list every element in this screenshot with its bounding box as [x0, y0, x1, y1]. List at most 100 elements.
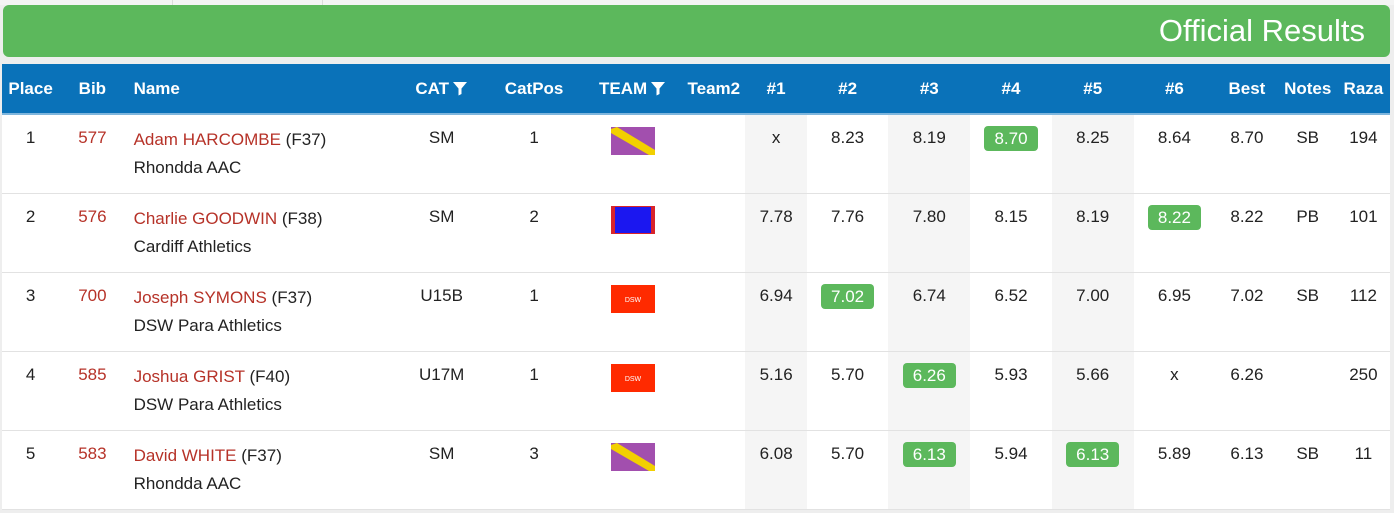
attempt-6-cell: 5.89: [1157, 443, 1191, 463]
club-name: Rhondda AAC: [133, 158, 242, 177]
filter-icon[interactable]: [452, 80, 468, 96]
athlete-class: (F37): [285, 130, 327, 149]
header-team2[interactable]: Team2: [682, 64, 746, 115]
attempt-2-cell: 5.70: [831, 443, 865, 463]
attempt-3-cell: 7.80: [888, 193, 971, 272]
attempt-6-cell: 8.64: [1157, 128, 1191, 147]
bib-cell: 577: [78, 128, 107, 147]
attempt-6-cell: 8.22: [1134, 193, 1216, 272]
header-attempt-1[interactable]: #1: [745, 64, 807, 115]
attempt-2-cell: 5.70: [831, 364, 865, 384]
raza-cell: 194: [1349, 128, 1378, 147]
team2-cell: [682, 114, 745, 193]
bib-cell: 583: [78, 443, 107, 463]
attempt-3-cell: 8.19: [888, 114, 971, 193]
name-cell: Joshua GRIST (F40) DSW Para Athletics: [126, 351, 399, 430]
club-name: DSW Para Athletics: [133, 315, 282, 335]
header-catpos[interactable]: CatPos: [485, 64, 584, 115]
attempt-4-cell: 5.93: [994, 364, 1028, 384]
best-attempt-badge: 8.22: [1147, 204, 1201, 230]
athlete-link[interactable]: Joshua GRIST: [133, 366, 245, 386]
attempt-5-cell: 6.13: [1051, 430, 1134, 509]
team-cell: DSW: [583, 351, 682, 430]
attempt-4-cell: 8.15: [994, 206, 1028, 226]
club-name: DSW Para Athletics: [133, 394, 282, 414]
header-team-label: TEAM: [599, 78, 648, 98]
attempt-3-cell: 6.13: [888, 430, 971, 509]
team2-cell: [682, 193, 745, 272]
team-cell: DSW: [583, 272, 682, 351]
team2-cell: [682, 351, 745, 430]
catpos-cell: 1: [529, 128, 539, 147]
results-banner: Official Results: [3, 5, 1390, 57]
bib-cell: 700: [78, 285, 107, 305]
header-attempt-2[interactable]: #2: [806, 64, 889, 115]
place-cell: 3: [25, 285, 36, 305]
cardiff-flag-icon: [610, 205, 655, 234]
header-attempt-5[interactable]: #5: [1051, 64, 1134, 115]
athlete-link[interactable]: Joseph SYMONS: [133, 287, 267, 307]
best-attempt-badge: 7.02: [821, 283, 875, 309]
raza-cell: 11: [1354, 443, 1373, 463]
notes-cell: PB: [1296, 206, 1320, 226]
rhondda-flag-icon: [610, 127, 655, 155]
header-raza[interactable]: Raza: [1336, 64, 1390, 115]
notes-cell: SB: [1296, 443, 1320, 463]
attempt-1-cell: 6.94: [745, 272, 807, 351]
cat-cell: U17M: [418, 364, 465, 384]
table-row: 3 700 Joseph SYMONS (F37) DSW Para Athle…: [2, 272, 1390, 351]
athlete-class: (F37): [241, 445, 282, 465]
best-cell: 8.22: [1230, 206, 1264, 226]
header-name[interactable]: Name: [125, 64, 399, 115]
table-row: 2 576 Charlie GOODWIN (F38) Cardiff Athl…: [2, 193, 1390, 272]
header-attempt-4[interactable]: #4: [970, 64, 1052, 115]
header-best[interactable]: Best: [1215, 64, 1279, 115]
header-place[interactable]: Place: [2, 64, 60, 115]
best-cell: 7.02: [1230, 285, 1264, 305]
header-notes[interactable]: Notes: [1278, 64, 1337, 115]
header-bib[interactable]: Bib: [59, 64, 126, 115]
athlete-link[interactable]: Adam HARCOMBE: [133, 130, 281, 149]
raza-cell: 101: [1349, 206, 1378, 226]
dsw-flag-text: DSW: [624, 297, 641, 304]
header-team[interactable]: TEAM: [583, 64, 683, 115]
attempt-4-cell: 6.52: [994, 285, 1028, 305]
cat-cell: U15B: [420, 285, 463, 305]
tab-middle[interactable]: [172, 0, 323, 5]
best-attempt-badge: 8.70: [984, 126, 1038, 151]
attempt-2-cell: 8.23: [831, 128, 865, 147]
team-cell: [583, 114, 682, 193]
notes-cell: SB: [1296, 285, 1320, 305]
name-cell: David WHITE (F37) Rhondda AAC: [126, 430, 399, 509]
athlete-link[interactable]: Charlie GOODWIN: [133, 208, 278, 228]
place-cell: 2: [25, 206, 36, 226]
table-row: 5 583 David WHITE (F37) Rhondda AAC SM 3…: [2, 430, 1390, 509]
attempt-5-cell: 8.19: [1051, 193, 1134, 272]
best-attempt-badge: 6.26: [902, 362, 956, 388]
catpos-cell: 1: [529, 285, 539, 305]
attempt-1-cell: x: [745, 114, 807, 193]
athlete-class: (F38): [281, 208, 323, 228]
cat-cell: SM: [428, 206, 455, 226]
attempt-1-cell: 6.08: [745, 430, 807, 509]
tab-left[interactable]: [0, 0, 173, 5]
attempt-5-cell: 5.66: [1051, 351, 1134, 430]
team-cell: [583, 430, 682, 509]
attempt-3-cell: 6.26: [888, 351, 971, 430]
top-tab-strip: [0, 0, 1394, 5]
notes-cell: [1279, 351, 1337, 430]
athlete-link[interactable]: David WHITE: [133, 445, 237, 465]
attempt-6-cell: x: [1170, 364, 1179, 384]
header-attempt-6[interactable]: #6: [1133, 64, 1216, 115]
header-cat[interactable]: CAT: [398, 64, 486, 115]
table-row: 1 577 Adam HARCOMBE (F37) Rhondda AAC SM…: [2, 114, 1390, 193]
dsw-flag-icon: DSW: [610, 363, 655, 392]
header-attempt-3[interactable]: #3: [888, 64, 971, 115]
name-cell: Charlie GOODWIN (F38) Cardiff Athletics: [126, 193, 399, 272]
attempt-3-cell: 6.74: [888, 272, 971, 351]
dsw-flag-text: DSW: [624, 376, 641, 383]
filter-icon[interactable]: [650, 80, 666, 96]
banner-title: Official Results: [1158, 13, 1365, 48]
bib-cell: 585: [78, 364, 107, 384]
team2-cell: [682, 272, 745, 351]
